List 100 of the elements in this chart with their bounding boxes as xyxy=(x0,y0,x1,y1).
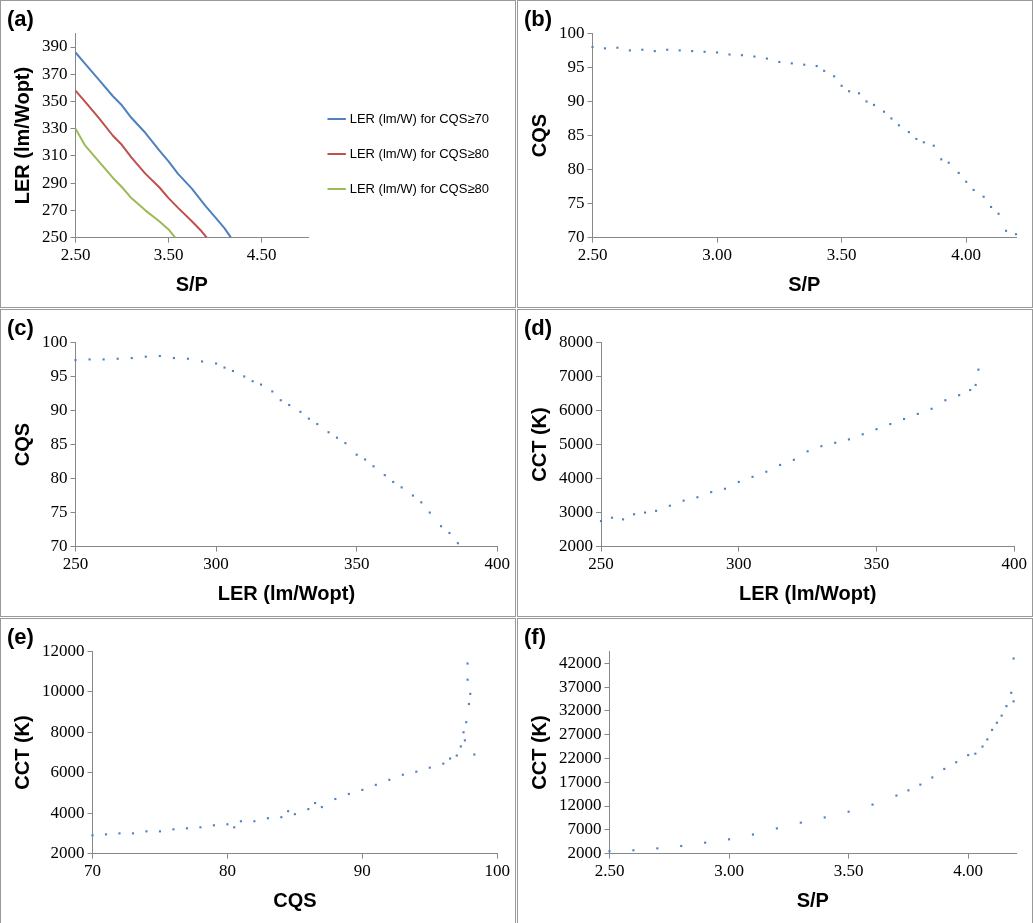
point xyxy=(74,359,77,362)
point xyxy=(840,84,843,87)
point xyxy=(372,465,375,468)
point xyxy=(947,161,950,164)
y-tick-label: 12000 xyxy=(559,795,602,815)
point xyxy=(223,366,226,369)
x-tick-label: 3.00 xyxy=(702,245,732,265)
point xyxy=(882,110,886,113)
y-axis-title: CQS xyxy=(10,422,33,467)
x-tick-label: 3.50 xyxy=(153,245,184,265)
point xyxy=(865,100,868,103)
point xyxy=(981,745,984,748)
point xyxy=(102,358,105,361)
point xyxy=(307,417,310,420)
x-tick-label: 3.00 xyxy=(714,861,744,881)
point xyxy=(172,357,175,360)
x-axis-title: LER (lm/Wopt) xyxy=(738,581,877,604)
legend-label: LER (lm/W) for CQS≥80 xyxy=(349,145,490,161)
x-tick-label: 2.50 xyxy=(577,245,608,265)
x-axis-title: S/P xyxy=(796,888,829,911)
y-tick-label: 17000 xyxy=(559,771,602,791)
point xyxy=(215,362,218,365)
y-tick-label: 330 xyxy=(42,118,68,138)
point xyxy=(591,45,594,49)
y-tick-label: 12000 xyxy=(42,640,85,660)
y-tick-label: 95 xyxy=(50,365,68,385)
chart-title: (c) xyxy=(7,315,34,341)
point xyxy=(364,458,367,461)
point xyxy=(288,403,291,407)
point xyxy=(455,754,458,757)
point xyxy=(890,117,893,120)
chart-title: (d) xyxy=(524,315,553,341)
x-axis-title: LER (lm/Wopt) xyxy=(217,581,356,604)
y-tick-label: 100 xyxy=(559,22,585,42)
x-tick-label: 400 xyxy=(1001,554,1027,574)
y-tick-label: 290 xyxy=(42,172,68,192)
point xyxy=(462,731,465,734)
y-tick-label: 8000 xyxy=(50,721,85,741)
point xyxy=(91,834,94,837)
y-tick-label: 270 xyxy=(42,199,68,219)
y-tick-label: 250 xyxy=(42,227,68,247)
point xyxy=(392,480,395,483)
y-tick-label: 4000 xyxy=(50,802,85,822)
x-tick-label: 350 xyxy=(343,554,370,574)
x-tick-label: 4.00 xyxy=(953,861,984,881)
point xyxy=(997,212,1000,215)
point xyxy=(279,399,282,402)
point xyxy=(172,828,175,831)
x-tick-label: 2.50 xyxy=(60,245,91,265)
legend-label: LER (lm/W) for CQS≥80 xyxy=(349,180,490,196)
y-axis-title: LER (lm/Wopt) xyxy=(10,66,33,205)
y-tick-label: 95 xyxy=(567,56,585,76)
x-tick-label: 4.50 xyxy=(246,245,277,265)
point xyxy=(1004,229,1008,232)
x-tick-label: 80 xyxy=(218,861,236,881)
chart-title: (f) xyxy=(524,624,546,650)
point xyxy=(656,847,659,850)
point xyxy=(1012,700,1015,703)
point xyxy=(473,753,476,756)
point xyxy=(995,721,998,724)
point xyxy=(823,69,826,72)
x-tick-label: 70 xyxy=(84,861,101,881)
x-axis-title: CQS xyxy=(273,888,317,911)
point xyxy=(632,849,635,852)
point xyxy=(728,53,731,56)
x-axis-title: S/P xyxy=(788,272,821,295)
point xyxy=(955,761,958,764)
y-tick-label: 5000 xyxy=(559,433,593,453)
point xyxy=(130,357,133,360)
y-tick-label: 370 xyxy=(42,63,68,83)
point xyxy=(680,844,683,848)
y-tick-label: 100 xyxy=(42,331,68,351)
y-tick-label: 80 xyxy=(50,468,68,487)
y-axis-title: CQS xyxy=(527,113,550,158)
y-tick-label: 3000 xyxy=(559,502,593,522)
point xyxy=(1010,691,1013,694)
x-tick-label: 2.50 xyxy=(594,861,625,881)
x-tick-label: 4.00 xyxy=(951,245,982,265)
y-tick-label: 85 xyxy=(567,124,585,144)
y-tick-label: 42000 xyxy=(559,652,602,672)
point xyxy=(991,728,994,731)
point xyxy=(653,50,656,53)
x-tick-label: 300 xyxy=(726,554,752,574)
y-tick-label: 2000 xyxy=(567,843,602,863)
point xyxy=(716,51,719,54)
y-tick-label: 2000 xyxy=(50,843,85,863)
y-tick-label: 75 xyxy=(567,193,585,213)
point xyxy=(628,49,631,52)
point xyxy=(608,850,611,853)
point xyxy=(466,662,469,665)
chart-title: (a) xyxy=(7,6,34,32)
point xyxy=(411,494,414,497)
point xyxy=(751,833,755,836)
y-tick-label: 7000 xyxy=(559,365,593,385)
y-tick-label: 8000 xyxy=(559,331,593,351)
y-tick-label: 2000 xyxy=(559,536,593,556)
y-tick-label: 4000 xyxy=(559,468,593,487)
point xyxy=(931,776,934,779)
y-axis-title: CCT (K) xyxy=(527,407,550,482)
y-tick-label: 70 xyxy=(567,227,585,247)
